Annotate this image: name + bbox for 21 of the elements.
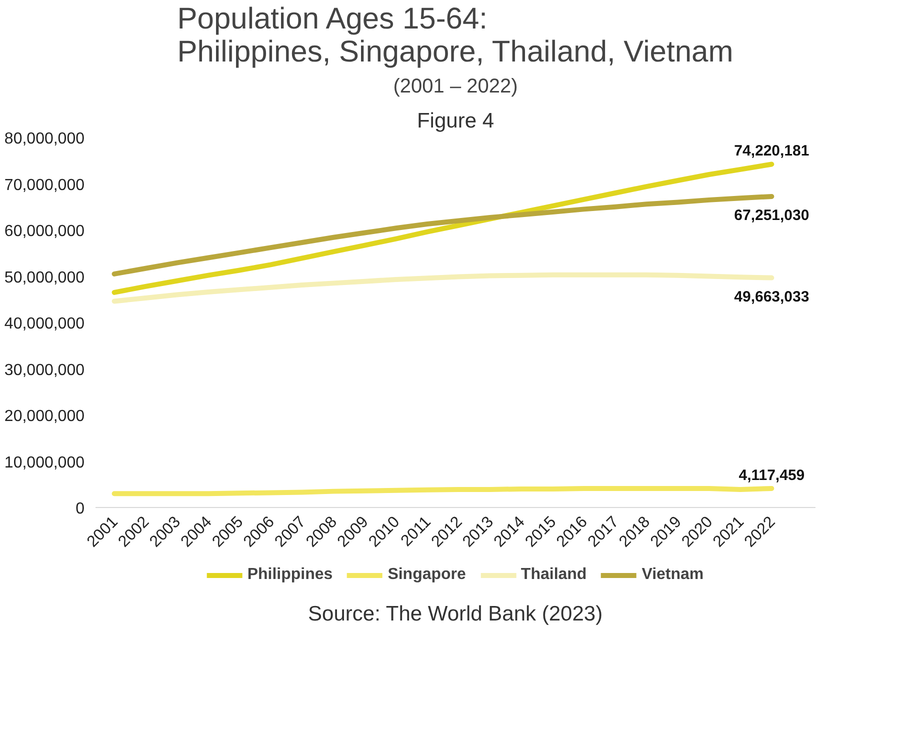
y-tick-label: 30,000,000 xyxy=(4,362,85,379)
y-tick-label: 80,000,000 xyxy=(4,130,85,148)
legend-label: Vietnam xyxy=(642,566,704,584)
y-tick-label: 0 xyxy=(76,500,85,518)
data-label: 67,251,030 xyxy=(734,206,810,224)
y-tick-label: 10,000,000 xyxy=(4,454,85,472)
y-tick-label: 20,000,000 xyxy=(4,408,85,425)
legend-label: Singapore xyxy=(388,566,466,584)
source-note: Source: The World Bank (2023) xyxy=(308,602,603,626)
caption: Figure 4 xyxy=(416,110,494,132)
data-label: 49,663,033 xyxy=(734,288,810,306)
legend-label: Thailand xyxy=(520,566,587,584)
y-tick-label: 60,000,000 xyxy=(4,223,85,240)
data-label: 4,117,459 xyxy=(738,466,805,484)
y-tick-label: 50,000,000 xyxy=(4,269,85,286)
chart-subtitle: (2001 – 2022) xyxy=(393,76,518,98)
chart-title: Population Ages 15-64: Philippines, Singapore, Thailand, Vietnam xyxy=(177,2,734,68)
legend-label: Philippines xyxy=(247,566,333,584)
data-label: 74,220,181 xyxy=(734,142,810,160)
y-tick-label: 40,000,000 xyxy=(4,316,85,332)
y-tick-label: 70,000,000 xyxy=(4,176,85,194)
